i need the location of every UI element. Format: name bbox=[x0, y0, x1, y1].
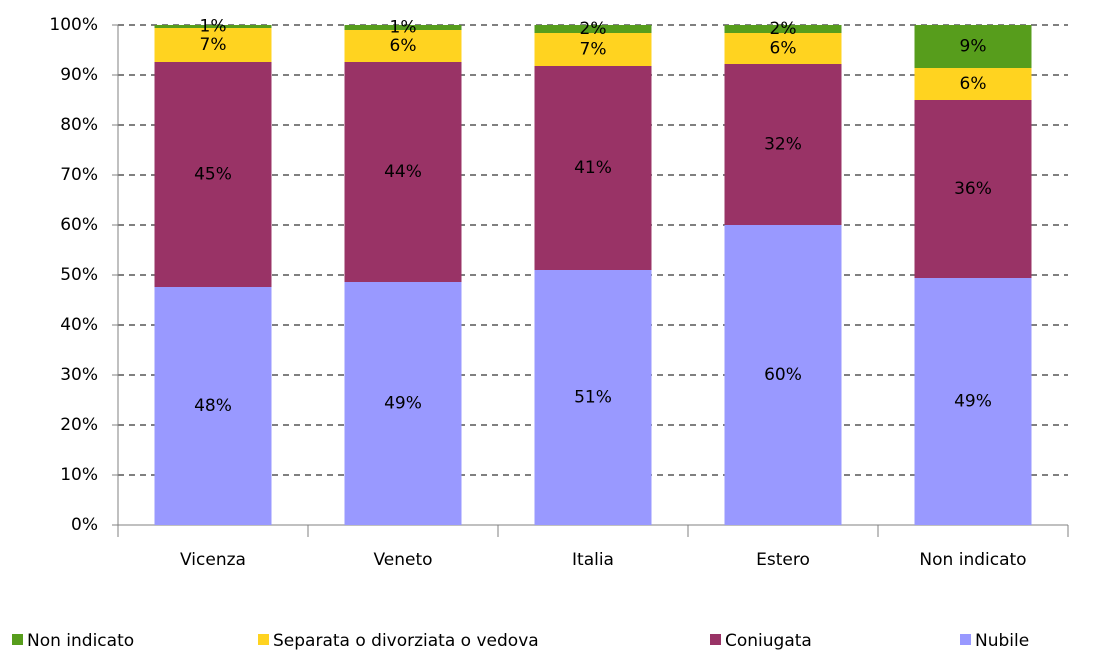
bar-segment bbox=[534, 25, 652, 33]
bar-segment bbox=[914, 278, 1032, 525]
bar-segment bbox=[534, 270, 652, 525]
bar-segment bbox=[154, 287, 272, 525]
data-label: 6% bbox=[390, 36, 417, 56]
x-tick-label: Non indicato bbox=[919, 550, 1026, 570]
x-tick-label: Italia bbox=[572, 550, 614, 570]
y-tick-label: 0% bbox=[71, 515, 98, 535]
data-label: 32% bbox=[764, 135, 802, 155]
bar-segment bbox=[344, 62, 462, 282]
data-label: 60% bbox=[764, 365, 802, 385]
y-tick-label: 90% bbox=[60, 65, 98, 85]
bar-segment bbox=[534, 66, 652, 270]
bar-segment bbox=[344, 30, 462, 62]
legend-label: Separata o divorziata o vedova bbox=[273, 631, 539, 651]
legend-label: Coniugata bbox=[725, 631, 812, 651]
x-tick-label: Veneto bbox=[373, 550, 432, 570]
bar-segment bbox=[724, 25, 842, 33]
y-tick-label: 70% bbox=[60, 165, 98, 185]
y-tick-label: 40% bbox=[60, 315, 98, 335]
x-tick-label: Vicenza bbox=[180, 550, 246, 570]
y-tick-label: 80% bbox=[60, 115, 98, 135]
data-label: 49% bbox=[384, 394, 422, 414]
bar-segment bbox=[344, 25, 462, 30]
data-label: 45% bbox=[194, 165, 232, 185]
bar-segment bbox=[344, 282, 462, 525]
bar-segment bbox=[724, 64, 842, 225]
data-label: 48% bbox=[194, 396, 232, 416]
data-label: 2% bbox=[770, 19, 797, 39]
data-label: 49% bbox=[954, 392, 992, 412]
data-label: 41% bbox=[574, 158, 612, 178]
data-label: 36% bbox=[954, 179, 992, 199]
data-label: 1% bbox=[200, 17, 227, 37]
legend-swatch bbox=[960, 634, 971, 645]
y-tick-label: 10% bbox=[60, 465, 98, 485]
bar-segment bbox=[154, 62, 272, 287]
legend-label: Nubile bbox=[975, 631, 1029, 651]
legend-swatch bbox=[258, 634, 269, 645]
data-label: 44% bbox=[384, 162, 422, 182]
legend-label: Non indicato bbox=[27, 631, 134, 651]
bar-segment bbox=[724, 225, 842, 525]
data-label: 9% bbox=[960, 37, 987, 57]
bar-segment bbox=[914, 25, 1032, 68]
data-label: 51% bbox=[574, 388, 612, 408]
data-label: 6% bbox=[960, 74, 987, 94]
y-tick-label: 30% bbox=[60, 365, 98, 385]
bar-segment bbox=[724, 33, 842, 64]
x-tick-label: Estero bbox=[756, 550, 810, 570]
data-label: 7% bbox=[580, 40, 607, 60]
y-tick-label: 50% bbox=[60, 265, 98, 285]
y-tick-label: 60% bbox=[60, 215, 98, 235]
legend-swatch bbox=[710, 634, 721, 645]
bar-segment bbox=[914, 68, 1032, 100]
bar-segment bbox=[534, 33, 652, 66]
y-tick-label: 20% bbox=[60, 415, 98, 435]
data-label: 1% bbox=[390, 18, 417, 38]
bar-segment bbox=[154, 28, 272, 62]
legend-swatch bbox=[12, 634, 23, 645]
data-label: 2% bbox=[580, 19, 607, 39]
bar-segment bbox=[154, 25, 272, 28]
y-tick-label: 100% bbox=[49, 15, 98, 35]
data-label: 7% bbox=[200, 35, 227, 55]
bar-segment bbox=[914, 100, 1032, 278]
data-label: 6% bbox=[770, 39, 797, 59]
